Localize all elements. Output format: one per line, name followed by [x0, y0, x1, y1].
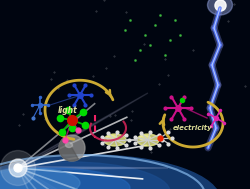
Ellipse shape: [136, 134, 158, 146]
Ellipse shape: [104, 134, 126, 146]
Ellipse shape: [65, 143, 72, 147]
Wedge shape: [59, 137, 78, 161]
Polygon shape: [18, 93, 147, 168]
Polygon shape: [18, 168, 147, 189]
Ellipse shape: [0, 150, 35, 185]
Ellipse shape: [207, 0, 232, 15]
Text: electricity: electricity: [172, 125, 212, 131]
Ellipse shape: [0, 155, 219, 189]
Text: light: light: [58, 106, 78, 115]
Circle shape: [59, 135, 85, 161]
Ellipse shape: [14, 164, 22, 172]
Polygon shape: [18, 167, 167, 170]
Ellipse shape: [106, 136, 117, 140]
Ellipse shape: [0, 162, 169, 189]
Ellipse shape: [9, 159, 27, 177]
Ellipse shape: [139, 136, 150, 140]
Ellipse shape: [0, 168, 130, 189]
Ellipse shape: [0, 168, 80, 189]
